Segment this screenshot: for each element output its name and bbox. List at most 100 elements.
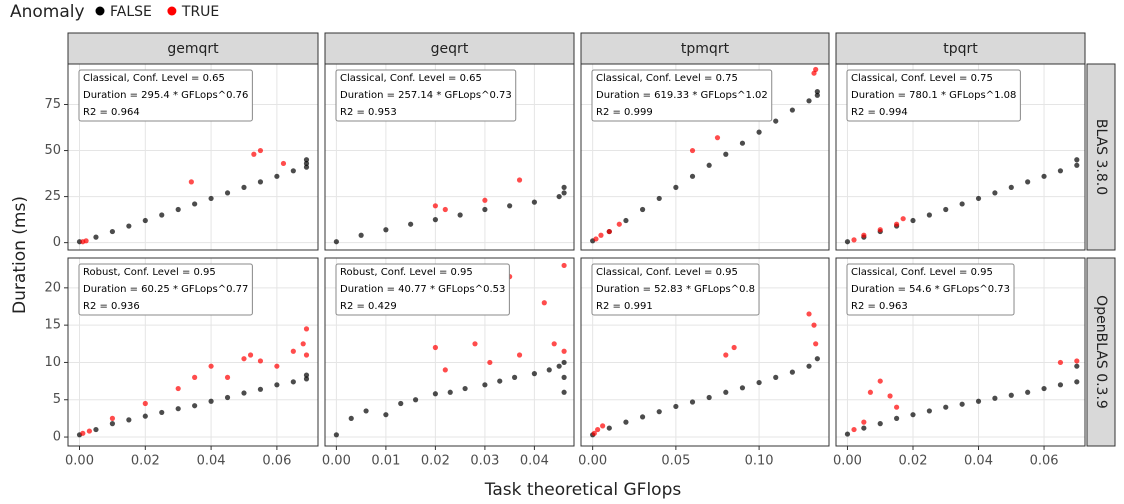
point [1074, 379, 1080, 385]
annotation-text: Duration = 40.77 * GFLops^0.53 [340, 284, 505, 295]
point [159, 212, 165, 218]
point [487, 359, 493, 366]
point [616, 221, 622, 227]
point [992, 190, 998, 196]
point [598, 232, 604, 238]
point [442, 367, 448, 373]
annotation-text: Duration = 257.14 * GFLops^0.73 [340, 90, 512, 101]
point [1057, 382, 1064, 388]
annotation-text: R2 = 0.964 [83, 107, 140, 118]
y-tick-label: 15 [44, 318, 61, 333]
annotation-text: Duration = 60.25 * GFLops^0.77 [83, 284, 248, 295]
x-tick-label: 0.10 [745, 454, 774, 469]
point [556, 363, 562, 369]
annotation-box [591, 69, 773, 122]
strip-label: BLAS 3.8.0 [1093, 119, 1109, 195]
point [497, 378, 503, 384]
point [482, 382, 488, 388]
y-tick-label: 50 [44, 143, 61, 158]
point [593, 236, 599, 242]
point [1057, 168, 1064, 174]
point [241, 184, 247, 190]
point [257, 386, 264, 392]
point [959, 201, 965, 207]
x-tick-label: 0.01 [371, 454, 400, 469]
point [606, 425, 612, 431]
point [656, 195, 662, 202]
point [943, 404, 949, 410]
x-tick-label: 0.00 [65, 454, 94, 469]
point [975, 398, 982, 404]
point [109, 415, 116, 421]
point [1041, 173, 1047, 179]
point [756, 129, 762, 135]
y-axis-label: Duration (ms) [10, 196, 30, 314]
point [241, 356, 247, 362]
point [811, 322, 817, 328]
point [1008, 392, 1014, 398]
point [673, 184, 679, 190]
annotation-text: R2 = 0.999 [596, 107, 653, 118]
point [894, 415, 900, 421]
point [208, 398, 214, 404]
point [773, 118, 779, 124]
point [358, 232, 364, 238]
point [241, 390, 247, 396]
point [656, 409, 662, 415]
x-tick-label: 0.06 [1030, 454, 1059, 469]
point [482, 206, 488, 213]
point [623, 217, 629, 224]
point [867, 389, 874, 395]
point [511, 374, 518, 380]
point [126, 223, 132, 229]
point [561, 348, 567, 354]
legend-title: Anomaly [10, 2, 85, 22]
point [142, 400, 148, 407]
point [398, 400, 404, 407]
point [561, 389, 567, 395]
annotation-text: Duration = 619.33 * GFLops^1.02 [596, 90, 768, 101]
strip [324, 32, 575, 65]
legend-marker [95, 6, 105, 16]
point [516, 352, 523, 358]
annotation-text: R2 = 0.429 [340, 301, 397, 312]
point [300, 341, 306, 347]
annotation-text: Classical, Conf. Level = 0.75 [851, 73, 993, 84]
point [175, 385, 181, 392]
strip [835, 32, 1086, 65]
point [556, 193, 562, 200]
point [894, 404, 900, 410]
point [1041, 385, 1047, 392]
point [731, 344, 737, 351]
annotation-text: Duration = 780.1 * GFLops^1.08 [851, 90, 1016, 101]
point [175, 406, 181, 412]
point [910, 412, 916, 418]
annotation-text: R2 = 0.936 [83, 301, 140, 312]
x-tick-label: 0.00 [578, 454, 607, 469]
point [383, 227, 389, 233]
panel-border [324, 63, 575, 251]
point [1074, 162, 1080, 168]
point [813, 341, 819, 347]
annotation-box [78, 69, 253, 122]
point [1008, 184, 1014, 190]
point [257, 358, 264, 364]
point [623, 419, 629, 425]
point [877, 378, 883, 384]
y-tick-label: 0 [53, 235, 61, 250]
point [894, 221, 900, 227]
point [348, 415, 354, 421]
strip [1086, 63, 1116, 251]
point [303, 164, 310, 170]
x-tick-label: 0.04 [520, 454, 549, 469]
point [142, 217, 148, 224]
point [926, 212, 932, 218]
point [926, 408, 932, 414]
x-tick-label: 0.00 [322, 454, 351, 469]
point [80, 430, 86, 436]
x-tick-label: 0.04 [964, 454, 993, 469]
annotation-text: R2 = 0.953 [340, 107, 397, 118]
point [432, 217, 438, 223]
y-tick-label: 75 [44, 97, 61, 112]
